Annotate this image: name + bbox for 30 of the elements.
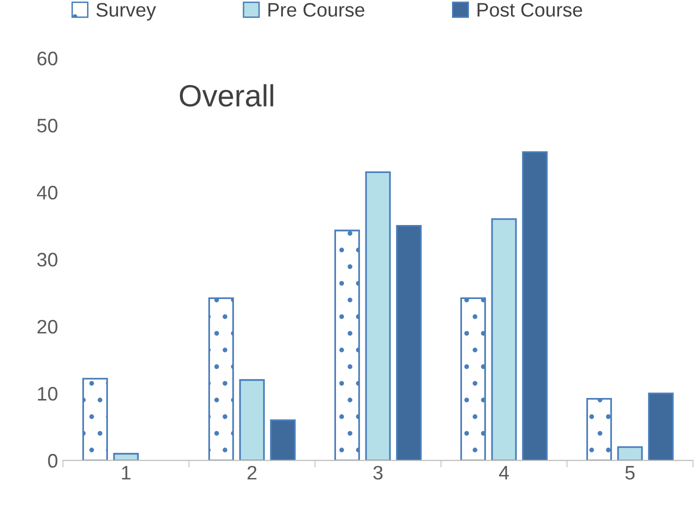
y-tick-label: 30 — [37, 252, 58, 267]
y-tick-label: 50 — [37, 118, 58, 132]
legend-label: Post Course — [478, 2, 582, 17]
y-tick-label: 0 — [48, 454, 58, 468]
y-tick-label: 20 — [37, 320, 58, 334]
y-tick-label: 10 — [38, 386, 58, 401]
bar — [239, 379, 265, 460]
bar — [648, 392, 674, 460]
y-tick-label: 60 — [38, 52, 58, 66]
x-tick-label: 2 — [248, 466, 256, 480]
bar — [82, 378, 108, 460]
x-tick-label: 1 — [122, 466, 130, 480]
bar — [396, 224, 422, 460]
bar — [113, 452, 139, 460]
bar — [491, 218, 517, 460]
bar — [617, 446, 643, 460]
legend-label: Survey — [96, 2, 156, 21]
y-tick-label: 40 — [36, 186, 58, 200]
text: Overall — [180, 84, 274, 107]
bar — [270, 419, 296, 460]
x-tick-label: 5 — [625, 466, 635, 480]
bar — [365, 171, 391, 460]
bar — [586, 398, 612, 460]
x-tick-label: 4 — [499, 466, 509, 480]
x-tick-label: 3 — [373, 466, 383, 480]
bar — [208, 297, 234, 460]
bar — [334, 230, 360, 460]
legend-label: Pre Course — [268, 2, 364, 17]
bar — [522, 151, 548, 460]
bar — [460, 297, 486, 460]
